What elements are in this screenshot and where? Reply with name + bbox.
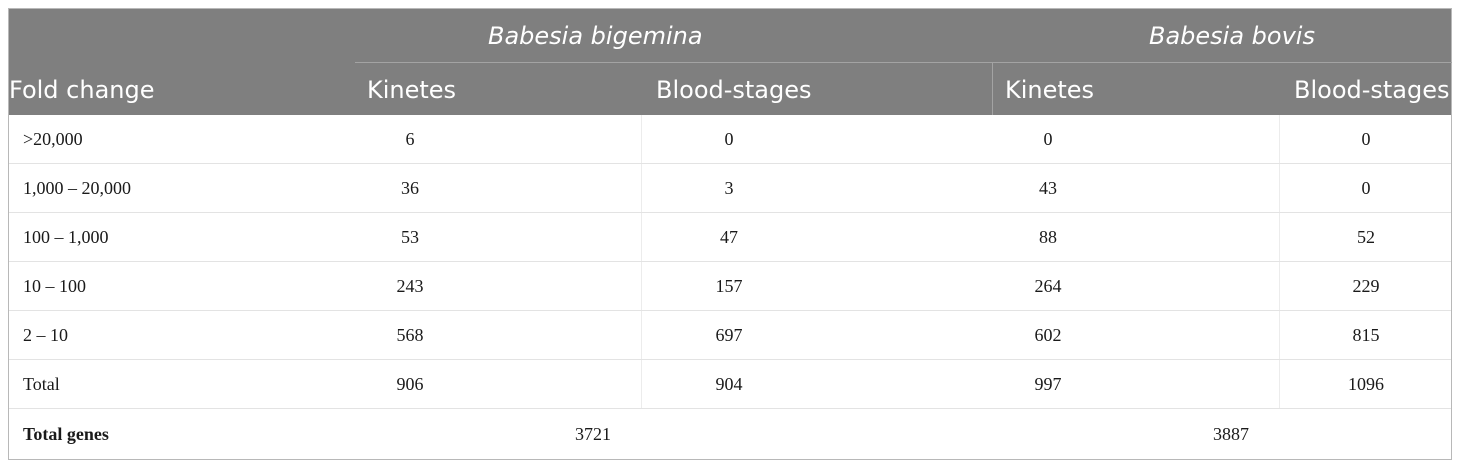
row-label: 1,000 – 20,000	[23, 177, 131, 198]
cell-bovis-blood-stages: 815	[1352, 324, 1380, 345]
total-genes-row: Total genes 3721 3887	[9, 409, 1451, 459]
cell-bovis-kinetes: 88	[1039, 226, 1057, 247]
cell-bovis-blood-stages: 1096	[1348, 373, 1384, 394]
table-row: >20,000 6 0 0 0	[9, 115, 1451, 164]
column-divider	[641, 213, 642, 261]
column-divider	[641, 262, 642, 310]
cell-bovis-blood-stages: 52	[1357, 226, 1375, 247]
row-label: 100 – 1,000	[23, 226, 109, 247]
total-genes-bovis: 3887	[1213, 423, 1249, 444]
header-fold-change: Fold change	[9, 76, 155, 104]
column-divider	[1279, 213, 1280, 261]
cell-bovis-kinetes: 0	[1043, 128, 1053, 149]
cell-bovis-blood-stages: 0	[1361, 128, 1371, 149]
column-divider	[641, 360, 642, 408]
total-genes-label: Total genes	[23, 423, 109, 444]
column-divider	[641, 115, 642, 163]
column-divider	[1279, 115, 1280, 163]
row-label: Total	[23, 373, 60, 394]
header-bigemina-kinetes: Kinetes	[367, 76, 457, 104]
table-header: Babesia bigemina Babesia bovis Fold chan…	[9, 9, 1452, 115]
cell-bigemina-blood-stages: 157	[715, 275, 743, 296]
column-divider	[641, 164, 642, 212]
header-divider-bovis	[993, 62, 1452, 63]
cell-bovis-kinetes: 264	[1034, 275, 1062, 296]
cell-bigemina-kinetes: 243	[396, 275, 424, 296]
header-bovis-kinetes: Kinetes	[1005, 76, 1095, 104]
row-label: 2 – 10	[23, 324, 68, 345]
table-body: >20,000 6 0 0 0 1,000 – 20,000 36 3 43 0…	[9, 115, 1451, 459]
cell-bigemina-blood-stages: 3	[724, 177, 734, 198]
column-divider	[1279, 262, 1280, 310]
header-bigemina-blood-stages: Blood-stages	[656, 76, 812, 104]
cell-bigemina-blood-stages: 47	[720, 226, 738, 247]
header-divider-bigemina	[355, 62, 992, 63]
cell-bigemina-blood-stages: 697	[715, 324, 743, 345]
header-babesia-bovis: Babesia bovis	[1149, 22, 1315, 50]
table-row: Total 906 904 997 1096	[9, 360, 1451, 409]
row-label: 10 – 100	[23, 275, 86, 296]
row-label: >20,000	[23, 128, 83, 149]
cell-bigemina-blood-stages: 904	[715, 373, 743, 394]
table-row: 2 – 10 568 697 602 815	[9, 311, 1451, 360]
cell-bovis-kinetes: 43	[1039, 177, 1057, 198]
cell-bigemina-kinetes: 906	[396, 373, 424, 394]
table-row: 100 – 1,000 53 47 88 52	[9, 213, 1451, 262]
gene-fold-change-table: Babesia bigemina Babesia bovis Fold chan…	[8, 8, 1452, 460]
cell-bovis-blood-stages: 0	[1361, 177, 1371, 198]
cell-bovis-kinetes: 997	[1034, 373, 1062, 394]
header-bovis-blood-stages: Blood-stages	[1294, 76, 1450, 104]
header-vertical-divider	[992, 62, 993, 115]
column-divider	[1279, 360, 1280, 408]
cell-bigemina-kinetes: 53	[401, 226, 419, 247]
cell-bigemina-kinetes: 36	[401, 177, 419, 198]
header-babesia-bigemina: Babesia bigemina	[488, 22, 703, 50]
table-row: 1,000 – 20,000 36 3 43 0	[9, 164, 1451, 213]
cell-bigemina-blood-stages: 0	[724, 128, 734, 149]
cell-bigemina-kinetes: 568	[396, 324, 424, 345]
column-divider	[1279, 311, 1280, 359]
cell-bovis-blood-stages: 229	[1352, 275, 1380, 296]
column-divider	[1279, 164, 1280, 212]
cell-bigemina-kinetes: 6	[405, 128, 415, 149]
total-genes-bigemina: 3721	[575, 423, 611, 444]
table-row: 10 – 100 243 157 264 229	[9, 262, 1451, 311]
cell-bovis-kinetes: 602	[1034, 324, 1062, 345]
column-divider	[641, 311, 642, 359]
